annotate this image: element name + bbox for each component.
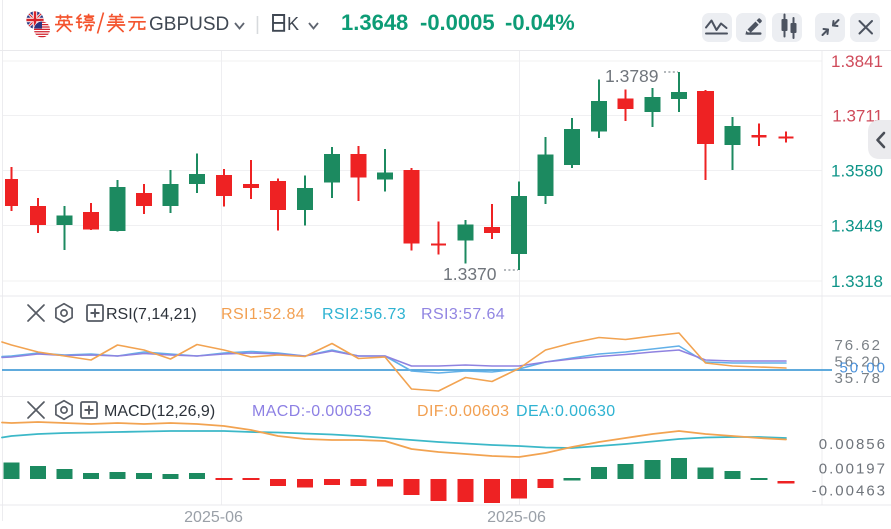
svg-text:76.62: 76.62 xyxy=(834,337,882,354)
svg-text:0.00197: 0.00197 xyxy=(819,461,887,478)
svg-text:56.20: 56.20 xyxy=(834,354,882,371)
svg-text:1.3318: 1.3318 xyxy=(831,272,883,291)
svg-text:RSI(7,14,21): RSI(7,14,21) xyxy=(106,306,197,323)
svg-text:1.3449: 1.3449 xyxy=(831,217,883,236)
svg-text:RSI3:57.64: RSI3:57.64 xyxy=(421,306,505,323)
svg-text:-0.00463: -0.00463 xyxy=(812,483,887,500)
svg-text:RSI1:52.84: RSI1:52.84 xyxy=(221,306,305,323)
svg-text:0.00856: 0.00856 xyxy=(819,436,887,453)
svg-text:1.3789: 1.3789 xyxy=(605,66,659,86)
svg-text:50.00: 50.00 xyxy=(839,360,887,377)
svg-text:RSI2:56.73: RSI2:56.73 xyxy=(322,306,406,323)
svg-text:1.3580: 1.3580 xyxy=(831,162,883,181)
svg-text:1.3841: 1.3841 xyxy=(831,52,883,71)
svg-text:MACD:-0.00053: MACD:-0.00053 xyxy=(252,403,372,420)
svg-text:1.3370: 1.3370 xyxy=(443,264,497,284)
svg-text:2025-06: 2025-06 xyxy=(184,509,243,526)
svg-text:1.3711: 1.3711 xyxy=(832,107,883,126)
svg-text:35.78: 35.78 xyxy=(834,370,882,387)
svg-text:MACD(12,26,9): MACD(12,26,9) xyxy=(104,403,215,420)
svg-text:2025-06: 2025-06 xyxy=(487,509,546,526)
svg-text:DEA:0.00630: DEA:0.00630 xyxy=(516,403,616,420)
svg-text:DIF:0.00603: DIF:0.00603 xyxy=(417,403,509,420)
